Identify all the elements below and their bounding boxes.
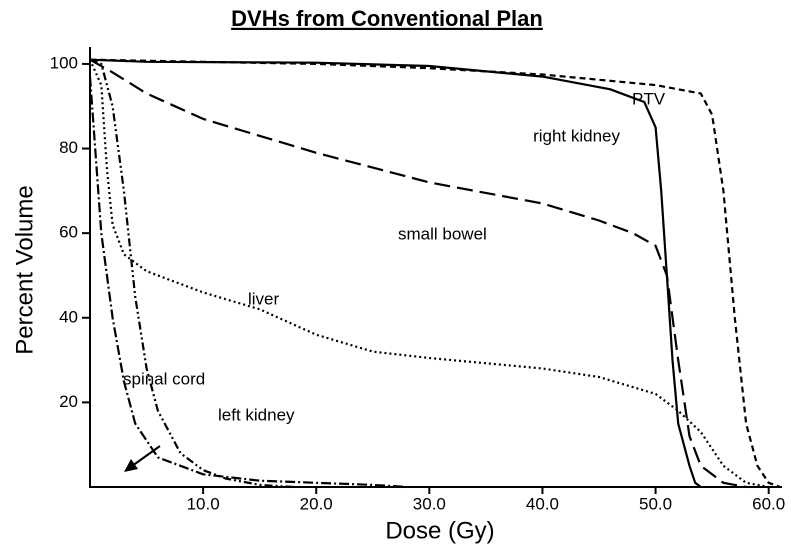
x-tick-label: 10.0: [187, 494, 220, 513]
annotation: liver: [248, 289, 280, 308]
y-tick-label: 100: [50, 53, 78, 72]
series-line: [88, 76, 407, 489]
arrow-shaft: [131, 445, 161, 467]
y-tick-label: 60: [59, 223, 78, 242]
x-tick-label: 60.0: [752, 494, 785, 513]
series-line: [89, 58, 781, 489]
x-tick-label: 40.0: [526, 494, 559, 513]
annotation: PTV: [632, 89, 666, 108]
annotation: spinal cord: [123, 369, 205, 388]
y-tick-label: 20: [59, 392, 78, 411]
x-tick-label: 20.0: [300, 494, 333, 513]
chart-title: DVHs from Conventional Plan: [231, 6, 543, 31]
x-axis-title: Dose (Gy): [385, 517, 494, 544]
annotation: left kidney: [218, 405, 295, 424]
annotation: small bowel: [398, 224, 487, 243]
x-tick-label: 30.0: [413, 494, 446, 513]
series-line: [89, 58, 294, 489]
series-line: [89, 58, 747, 489]
annotation: right kidney: [533, 126, 620, 145]
arrow-head: [124, 459, 138, 472]
y-axis-title: Percent Volume: [11, 185, 38, 354]
y-tick-label: 40: [59, 307, 78, 326]
y-tick-label: 80: [59, 138, 78, 157]
series-line: [89, 58, 702, 488]
x-tick-label: 50.0: [639, 494, 672, 513]
